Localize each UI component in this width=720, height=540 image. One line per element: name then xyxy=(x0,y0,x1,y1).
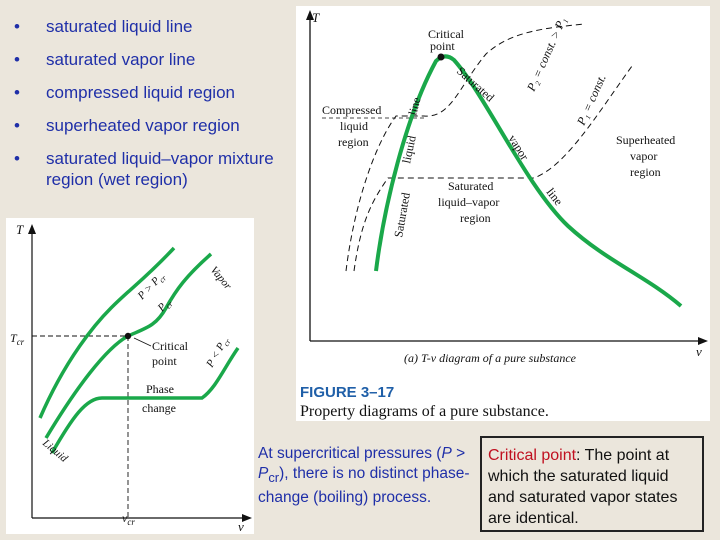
y-axis-arrow xyxy=(28,224,36,234)
bullet-item: • saturated liquid–vapor mixture region (… xyxy=(14,148,299,190)
x-axis-label: v xyxy=(238,519,244,534)
isobar-below-critical xyxy=(50,346,240,454)
figure-number: FIGURE 3–17 xyxy=(300,384,394,401)
bullet-item: • compressed liquid region xyxy=(14,82,299,103)
note-pcr: P xyxy=(258,465,269,482)
y-axis-arrow xyxy=(306,10,314,20)
compressed-region-label: region xyxy=(338,135,369,149)
bullet-dot: • xyxy=(14,83,20,102)
saturated-vapor-line-label: Saturated xyxy=(454,64,497,105)
note-text: ), there is no distinct phase-change (bo… xyxy=(258,465,470,507)
definition-term: Critical point xyxy=(488,447,577,464)
vcr-label: vcr xyxy=(122,511,135,527)
p-above-label: P > Pcr xyxy=(135,269,169,304)
superheated-region-label: Superheated xyxy=(616,133,675,147)
x-axis-label: v xyxy=(696,344,702,359)
bullet-text: saturated liquid line xyxy=(46,17,193,36)
note-text: > xyxy=(451,445,466,462)
bullet-item: • saturated vapor line xyxy=(14,49,299,70)
superheated-region-label: region xyxy=(630,165,661,179)
note-p: P xyxy=(441,445,452,462)
note-text: At supercritical pressures ( xyxy=(258,445,442,462)
isobar-p1-label: P₁ = const. xyxy=(574,72,609,128)
critical-point-label: Critical xyxy=(152,339,189,353)
wet-region-label: liquid–vapor xyxy=(438,195,499,209)
p-below-label: P < Pcr xyxy=(204,334,233,371)
compressed-region-label: liquid xyxy=(340,119,368,133)
x-axis-arrow xyxy=(698,337,708,345)
bullet-text: superheated vapor region xyxy=(46,116,240,135)
phase-change-label: Phase xyxy=(146,382,174,396)
bullet-item: • saturated liquid line xyxy=(14,16,299,37)
compressed-region-label: Compressed xyxy=(322,103,381,117)
bullet-dot: • xyxy=(14,149,20,168)
definition-text: : The point at which the saturated liqui… xyxy=(488,447,678,527)
isobar-p2-label: P₂ = const. > P₁ xyxy=(524,15,570,94)
bullet-dot: • xyxy=(14,50,20,69)
bullet-text: saturated liquid–vapor mixture region (w… xyxy=(46,149,274,189)
critical-point-label: point xyxy=(430,39,455,53)
supercritical-diagram-panel: T v Tcr vcr P > Pcr Pcr P < Pcr Vapor Li… xyxy=(6,218,254,534)
x-axis-arrow xyxy=(242,514,252,522)
superheated-region-label: vapor xyxy=(630,149,657,163)
diagram-caption: (a) T-v diagram of a pure substance xyxy=(404,351,577,365)
tv-diagram-svg: T v Critical point Compressed liquid reg… xyxy=(300,10,708,420)
bullet-dot: • xyxy=(14,116,20,135)
liquid-label: Liquid xyxy=(39,436,70,465)
bullet-list: • saturated liquid line • saturated vapor … xyxy=(14,16,299,202)
supercritical-note: At supercritical pressures (P > Pcr), th… xyxy=(258,444,473,508)
y-axis-label: T xyxy=(312,10,320,25)
note-pcr-sub: cr xyxy=(268,470,280,486)
phase-change-label: change xyxy=(142,401,176,415)
wet-region-label: region xyxy=(460,211,491,225)
bullet-item: • superheated vapor region xyxy=(14,115,299,136)
y-axis-label: T xyxy=(16,222,24,237)
saturated-liquid-line-label: line xyxy=(405,96,423,117)
bullet-text: compressed liquid region xyxy=(46,83,235,102)
saturated-liquid-line-label: liquid xyxy=(399,134,419,164)
tcr-label: Tcr xyxy=(10,331,25,347)
isobar-p1 xyxy=(353,65,633,272)
saturation-dome xyxy=(374,54,683,308)
critical-point-label: point xyxy=(152,354,177,368)
critical-point-marker xyxy=(437,53,445,61)
bullet-dot: • xyxy=(14,17,20,36)
tv-diagram-panel: T v Critical point Compressed liquid reg… xyxy=(296,6,710,421)
figure-caption: Property diagrams of a pure substance. xyxy=(300,403,549,420)
critical-point-definition: Critical point: The point at which the s… xyxy=(480,436,704,532)
supercritical-diagram-svg: T v Tcr vcr P > Pcr Pcr P < Pcr Vapor Li… xyxy=(10,222,252,534)
bullet-text: saturated vapor line xyxy=(46,50,196,69)
isobar-critical xyxy=(44,252,213,439)
saturated-liquid-line-label: Saturated xyxy=(391,191,413,238)
vapor-label: Vapor xyxy=(208,264,235,292)
critical-point-marker xyxy=(124,332,132,340)
isobar-above-critical xyxy=(38,246,176,419)
critical-point-leader xyxy=(133,337,152,347)
critical-point-label: Critical xyxy=(428,27,465,41)
wet-region-label: Saturated xyxy=(448,179,493,193)
